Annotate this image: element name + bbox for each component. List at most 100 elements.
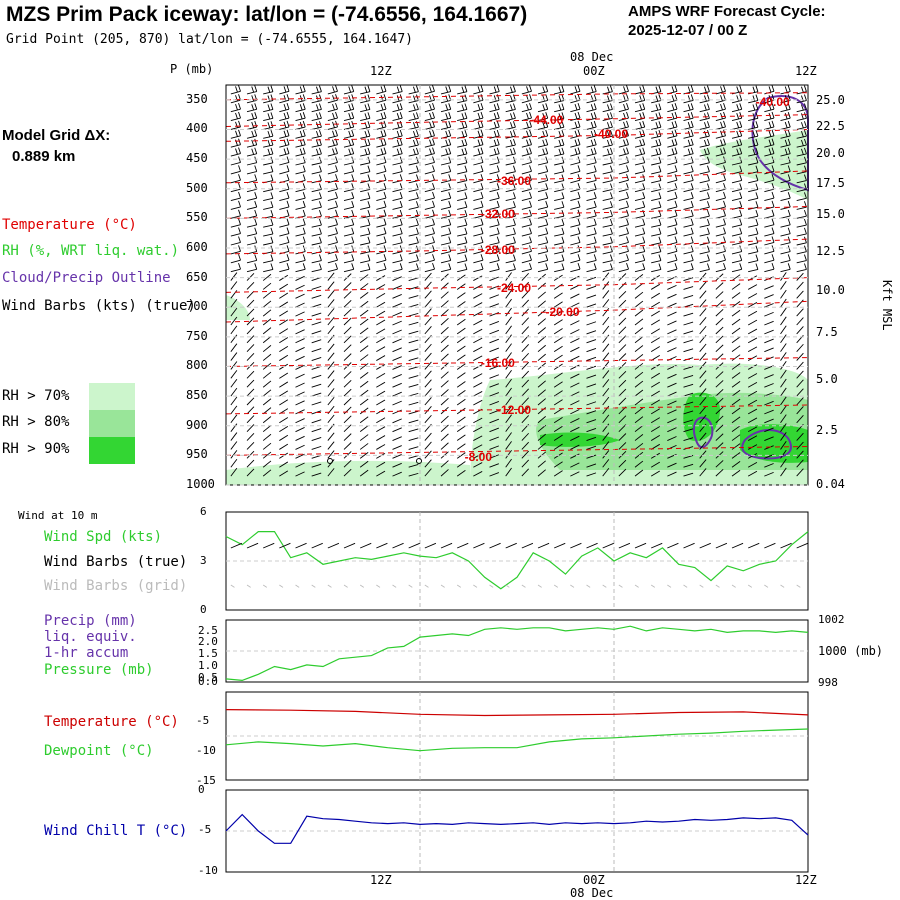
barb-flag [335,94,338,101]
barb-flag [804,218,807,226]
barb-flag [432,254,435,261]
top-tick-12z-a: 12Z [370,64,392,78]
wind-barb [537,291,546,299]
barb-flag [768,148,772,155]
wind-barb [634,362,644,370]
wind-barb [473,242,484,246]
wind-barb [715,153,726,157]
barb-flag [448,227,452,234]
isotherm-line [225,170,809,184]
barb-flag [558,122,562,129]
barb-flag [286,209,290,216]
wind-barb [327,206,338,210]
barb-flag [448,218,452,225]
wind-barb [408,357,419,361]
barb-flag [283,86,287,93]
wind-barb [780,352,787,361]
barb-flag [319,254,322,261]
wind-barb [586,365,597,370]
barb-flag [593,165,597,172]
wind-barb [650,283,660,290]
wind-spd-tick: 0 [200,603,207,616]
barb-flag [787,227,791,234]
wind-barb [731,144,742,148]
wind-barb [489,472,500,477]
wind-barb [731,389,741,397]
wind-barb [634,215,645,219]
wind-barb [715,117,726,121]
barb-flag [513,129,516,137]
barb-flag [367,121,371,128]
barb-flag [383,102,387,110]
wind-barb [440,268,451,273]
station-marker [416,458,422,464]
wind-barb [731,416,741,424]
wind-barb [343,344,352,352]
wind-barb [731,179,742,184]
barb-flag [496,138,500,145]
wind-barb [683,419,694,424]
wind-barb [699,109,710,113]
wind-barb [359,309,369,317]
barb-flag [707,112,710,119]
wind-barb [521,242,532,246]
wind-barb [246,335,255,344]
wind-barb-true [602,542,614,549]
wind-barb [505,369,512,379]
wind-barb [489,99,500,104]
wind-barb [780,108,791,113]
wind-barb [683,401,694,406]
wind-barb [747,453,758,459]
barb-flag [784,148,788,155]
barb-flag [674,218,678,225]
wind-barb-true [570,542,582,549]
wind-barb [796,379,804,388]
barb-flag [480,236,484,243]
barb-flag [704,148,707,156]
wind-barb [602,171,613,175]
barb-flag [513,103,516,110]
barb-flag [642,147,646,154]
wind-barb [489,179,500,184]
barb-flag [787,85,791,92]
barb-flag [690,263,694,270]
barb-flag [513,121,516,128]
barb-flag [383,227,387,234]
wind-barb [311,419,322,424]
barb-flag [496,236,500,243]
barb-flag [577,218,581,225]
wind-barb [780,467,787,477]
barb-flag [351,129,355,137]
barb-flag [707,227,710,235]
wind-barb [634,162,645,166]
wind-barb [634,425,644,433]
wind-barb [473,382,483,388]
wind-barb [489,206,500,210]
barb-flag [416,236,419,243]
wind-barb [586,428,597,433]
barb-flag [267,86,271,93]
barb-flag [235,112,238,120]
barb-flag [671,139,675,146]
barb-flag [319,209,322,217]
wind-barb [683,330,694,335]
wind-barb [602,432,610,441]
wind-barb [602,396,610,406]
wind-barb [683,144,694,148]
wind-barb [780,144,791,148]
barb-flag [723,120,726,128]
barb-flag [545,147,549,154]
wind-barb-true [683,542,695,549]
wind-barb [505,153,516,157]
barb-flag [267,130,271,138]
wind-barb [327,117,338,121]
wind-barb [634,442,644,450]
barb-flag [332,86,335,93]
wind-barb [489,251,500,255]
barb-flag [396,148,400,155]
barb-flag [545,165,549,172]
wind-barb [699,441,707,450]
barb-flag [723,262,726,270]
wind-barb [360,109,371,113]
barb-flag [335,156,338,163]
